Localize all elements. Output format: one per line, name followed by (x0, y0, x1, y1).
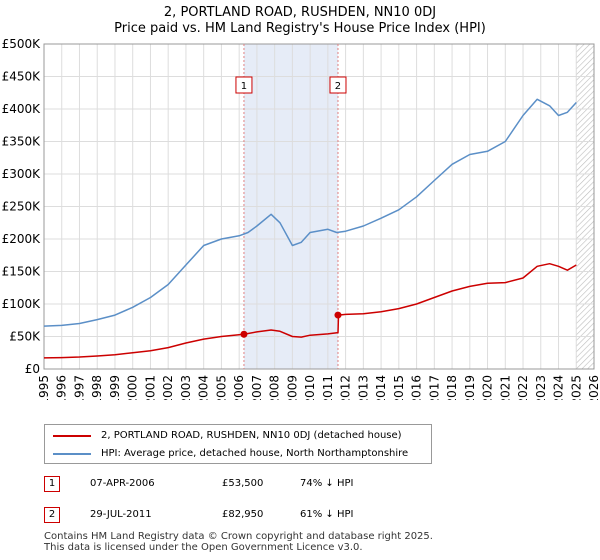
y-tick-label: £500K (2, 37, 42, 51)
x-tick-label: 2013 (356, 375, 370, 400)
x-tick-label: 2004 (197, 375, 211, 400)
x-tick-label: 2022 (516, 375, 530, 400)
sale-box-label: 2 (335, 81, 341, 92)
footer: Contains HM Land Registry data © Crown c… (44, 531, 433, 553)
legend-item-hpi: HPI: Average price, detached house, Nort… (45, 445, 431, 463)
x-tick-label: 2012 (339, 375, 353, 400)
y-tick-label: £400K (2, 102, 42, 116)
x-tick-label: 1997 (72, 375, 86, 400)
x-tick-label: 2011 (321, 375, 335, 400)
x-tick-label: 1995 (37, 375, 51, 400)
x-tick-label: 2007 (250, 375, 264, 400)
x-tick-label: 2016 (410, 375, 424, 400)
series-line-hpi (43, 98, 577, 327)
legend-swatch-property (53, 435, 91, 437)
footer-copyright: Contains HM Land Registry data © Crown c… (44, 531, 433, 542)
x-tick-label: 2014 (374, 375, 388, 400)
x-tick-label: 2017 (427, 375, 441, 400)
legend-label-hpi: HPI: Average price, detached house, Nort… (101, 448, 409, 459)
legend-label-property: 2, PORTLAND ROAD, RUSHDEN, NN10 0DJ (det… (101, 430, 402, 441)
sale-box-label: 1 (241, 81, 247, 92)
x-tick-label: 1998 (90, 375, 104, 400)
legend-swatch-hpi (53, 453, 91, 455)
x-tick-label: 2003 (179, 375, 193, 400)
x-tick-label: 2024 (552, 375, 566, 400)
y-tick-label: £50K (9, 330, 41, 344)
transaction-price: £53,500 (222, 478, 264, 489)
legend-item-property: 2, PORTLAND ROAD, RUSHDEN, NN10 0DJ (det… (45, 427, 431, 445)
price-chart: 2, PORTLAND ROAD, RUSHDEN, NN10 0DJ Pric… (2, 5, 600, 400)
y-tick-label: £350K (2, 135, 42, 149)
x-tick-label: 2023 (534, 375, 548, 400)
x-tick-label: 2006 (232, 375, 246, 400)
x-tick-label: 2008 (268, 375, 282, 400)
y-tick-label: £250K (2, 200, 42, 214)
chart-subtitle: Price paid vs. HM Land Registry's House … (114, 21, 486, 36)
x-tick-label: 2021 (498, 375, 512, 400)
chart-title: 2, PORTLAND ROAD, RUSHDEN, NN10 0DJ (164, 5, 436, 20)
legend: 2, PORTLAND ROAD, RUSHDEN, NN10 0DJ (det… (44, 424, 432, 464)
y-tick-label: £100K (2, 297, 42, 311)
transaction-date: 07-APR-2006 (90, 478, 155, 489)
y-tick-label: £200K (2, 232, 42, 246)
footer-licence: This data is licensed under the Open Gov… (44, 542, 363, 553)
x-tick-label: 1996 (55, 375, 69, 400)
plot-border (43, 43, 595, 370)
x-tick-label: 2018 (445, 375, 459, 400)
sale-box (235, 76, 253, 94)
transaction-hpi-diff: 74% ↓ HPI (300, 478, 354, 489)
x-tick-label: 2010 (303, 375, 317, 400)
x-tick-label: 2020 (481, 375, 495, 400)
x-tick-label: 2002 (161, 375, 175, 400)
transaction-hpi-diff: 61% ↓ HPI (300, 509, 354, 520)
x-tick-label: 2005 (214, 375, 228, 400)
series-line-property (43, 262, 577, 359)
y-tick-label: £300K (2, 167, 42, 181)
x-tick-label: 2025 (569, 375, 583, 400)
x-tick-label: 2009 (285, 375, 299, 400)
transaction-number: 2 (44, 507, 60, 523)
transaction-date: 29-JUL-2011 (90, 509, 152, 520)
sale-point (240, 330, 248, 338)
transaction-number: 1 (44, 476, 60, 492)
sale-point (334, 311, 342, 319)
transaction-price: £82,950 (222, 509, 264, 520)
x-tick-label: 2001 (143, 375, 157, 400)
x-tick-label: 2019 (463, 375, 477, 400)
x-tick-label: 1999 (108, 375, 122, 400)
transaction-row: 1 07-APR-2006 £53,500 74% ↓ HPI (44, 476, 464, 496)
transaction-row: 2 29-JUL-2011 £82,950 61% ↓ HPI (44, 507, 464, 527)
y-tick-label: £150K (2, 265, 42, 279)
sale-box (329, 76, 347, 94)
x-tick-label: 2015 (392, 375, 406, 400)
x-tick-label: 2000 (126, 375, 140, 400)
x-tick-label: 2026 (587, 375, 600, 400)
y-tick-label: £0 (25, 362, 40, 376)
y-tick-label: £450K (2, 70, 42, 84)
